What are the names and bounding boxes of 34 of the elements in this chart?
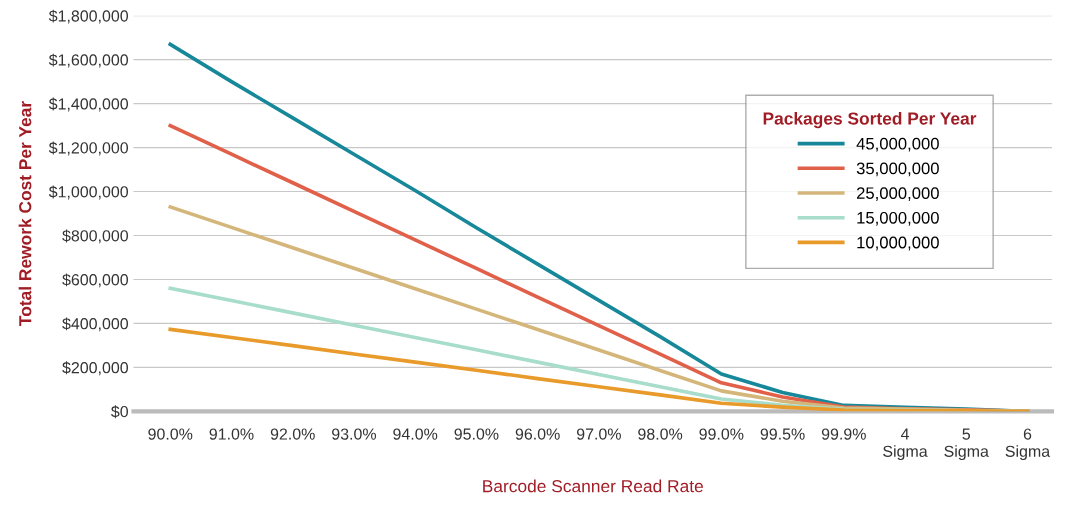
y-tick-label: $1,400,000 xyxy=(48,97,129,112)
x-tick-label: 94.0% xyxy=(393,428,438,440)
y-tick-label: $0 xyxy=(111,405,129,419)
x-tick-label: 91.0% xyxy=(209,428,254,440)
x-tick-label: 4 Sigma xyxy=(883,428,928,461)
x-tick-label: 95.0% xyxy=(454,428,499,440)
y-tick-label: $400,000 xyxy=(62,317,129,332)
y-axis-title: Total Rework Cost Per Year xyxy=(18,101,32,326)
legend-label: 15,000,000 xyxy=(857,211,939,226)
x-tick-label: 98.0% xyxy=(638,428,683,440)
x-tick-label: 99.9% xyxy=(821,428,866,440)
y-tick-label: $600,000 xyxy=(62,273,129,288)
y-tick-label: $1,800,000 xyxy=(48,9,129,24)
x-tick-label: 96.0% xyxy=(515,428,560,440)
y-tick-label: $1,000,000 xyxy=(48,185,129,200)
y-tick-label: $200,000 xyxy=(62,361,129,376)
x-tick-label: 99.0% xyxy=(699,428,744,440)
line-series xyxy=(168,327,1030,412)
x-tick-label: 97.0% xyxy=(576,428,621,440)
x-tick-label: 99.5% xyxy=(760,428,805,440)
legend-label: 35,000,000 xyxy=(856,162,939,177)
legend-label: 45,000,000 xyxy=(856,137,939,152)
x-tick-label: 93.0% xyxy=(332,428,377,440)
y-tick-label: $1,200,000 xyxy=(48,141,129,156)
y-tick-label: $1,600,000 xyxy=(48,53,129,68)
x-tick-label: 5 Sigma xyxy=(944,428,989,461)
legend-title: Packages Sorted Per Year xyxy=(763,111,977,129)
x-tick-label: 6 Sigma xyxy=(1005,428,1051,461)
x-tick-label: 90.0% xyxy=(148,428,193,440)
x-axis-title: Barcode Scanner Read Rate xyxy=(483,479,703,493)
legend-label: 10,000,000 xyxy=(857,236,939,251)
legend-label: 25,000,000 xyxy=(856,187,939,201)
x-tick-label: 92.0% xyxy=(270,428,315,440)
y-tick-label: $800,000 xyxy=(62,229,129,244)
